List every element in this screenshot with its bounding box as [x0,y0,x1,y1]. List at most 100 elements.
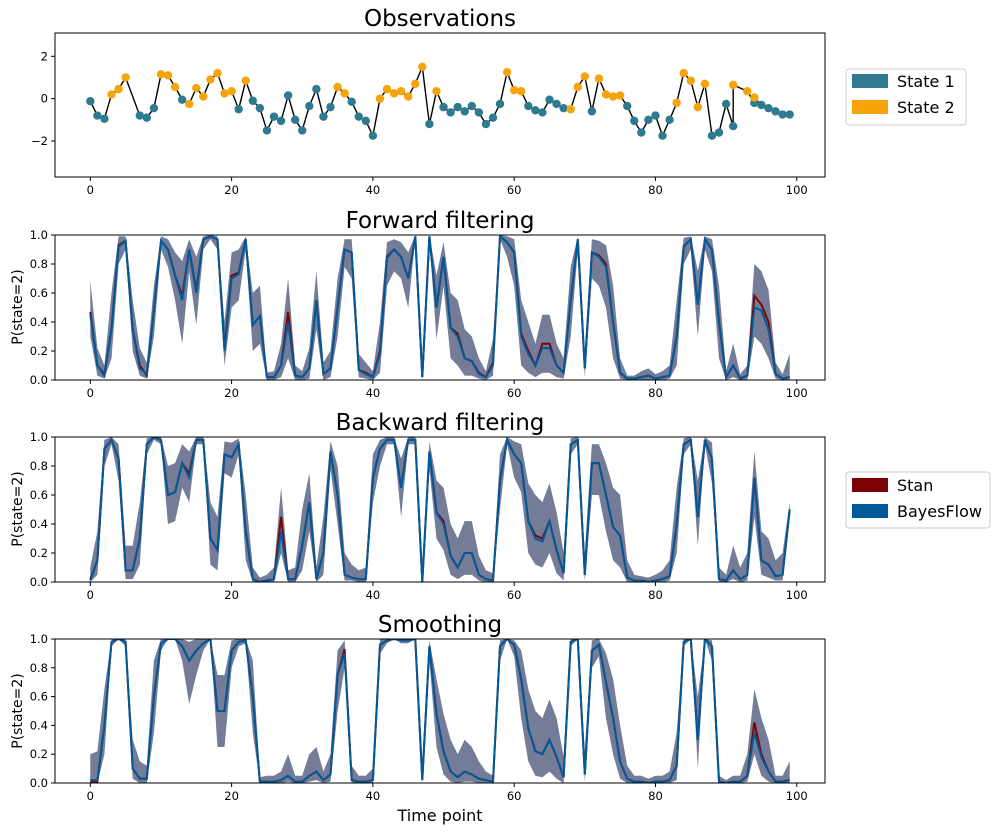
data-point-state1 [495,99,505,109]
plot-area: 0 20 40 60 80 100 −2 0 2 [31,32,826,197]
x-tick-label: 20 [224,588,239,602]
data-point-state1 [298,126,307,135]
y-axis-label: P(state=2) [10,673,26,748]
y-tick-label: 0.8 [30,257,48,271]
data-point-state1 [623,101,632,111]
stan-credible-band [90,639,790,783]
plot-content [89,235,790,380]
data-point-state1 [728,121,738,131]
data-point-state2 [199,92,208,101]
data-point-state1 [86,96,95,106]
data-point-state2 [396,87,406,96]
data-point-state2 [340,89,349,98]
data-point-state2 [517,87,526,96]
data-point-state2 [170,82,180,92]
data-point-state1 [326,102,335,112]
data-point-state1 [714,128,724,137]
data-point-state1 [481,119,491,129]
bayesflow-series-line [89,437,791,582]
data-point-state2 [693,102,703,112]
data-point-state1 [177,95,187,104]
data-point-state1 [474,108,484,117]
data-point-state1 [707,131,717,140]
data-point-state2 [594,74,604,83]
data-point-state1 [439,102,448,112]
y-tick-label: 0.4 [30,718,48,732]
panel-backward-filtering: Backward filtering 0 20 40 60 80 100 0.0 0.2 0.4… [10,410,991,602]
data-point-state1 [460,107,469,116]
data-point-state1 [778,110,787,119]
stan-credible-band [90,437,790,582]
data-point-state1 [538,108,547,117]
x-tick-label: 40 [366,386,381,400]
panel-title: Observations [364,6,516,32]
x-tick-label: 0 [87,386,94,400]
x-tick-label: 60 [507,588,522,602]
data-point-state1 [354,112,363,121]
data-point-state2 [686,76,695,85]
state-trajectory-line [89,64,790,138]
data-point-state1 [785,110,794,119]
stan-credible-band [90,235,790,380]
data-point-state2 [502,67,512,77]
y-axis-label: P(state=2) [10,471,26,546]
data-point-state2 [580,72,590,81]
data-point-state1 [637,128,646,137]
x-tick-label: 100 [786,789,808,803]
data-point-state2 [432,87,441,96]
y-tick-label: 1.0 [30,430,48,444]
data-point-state2 [382,84,392,94]
y-tick-label: 0.8 [30,661,48,675]
data-point-state1 [135,111,144,120]
data-point-state1 [453,102,462,112]
x-tick-label: 100 [786,588,808,602]
x-axis-label: Time point [396,806,482,825]
data-point-state2 [333,82,342,92]
y-tick-label: 0 [41,92,48,106]
data-point-state2 [375,94,385,103]
data-point-state2 [404,92,413,101]
y-tick-label: −2 [31,134,48,148]
data-point-state1 [149,103,159,113]
x-tick-label: 80 [648,386,663,400]
panel-smoothing: Smoothing 0 20 40 60 80 100 0.0 0.2 0.4 0.6 0.8 1.0… [10,612,826,825]
data-point-state1 [665,115,674,125]
data-point-state1 [262,126,272,135]
data-point-state2 [418,62,427,72]
data-point-state1 [142,113,152,122]
data-point-state1 [587,107,597,116]
data-point-state1 [524,101,533,111]
legend-label-bayesflow: BayesFlow [897,502,982,521]
data-point-state2 [743,87,752,96]
x-tick-label: 60 [507,183,522,197]
panel-title: Backward filtering [336,410,545,436]
y-tick-label: 2 [41,49,48,63]
data-point-state2 [566,105,575,114]
data-point-state2 [192,83,201,93]
data-point-state1 [319,112,328,121]
data-point-state2 [227,87,236,96]
x-tick-label: 80 [648,183,663,197]
legend: Stan BayesFlow [845,471,991,529]
y-tick-label: 1.0 [30,632,48,646]
y-tick-label: 0.8 [30,459,48,473]
bayesflow-series-line [90,639,790,783]
axes-frame [54,234,826,381]
y-axis-label: P(state=2) [10,269,26,344]
y-tick-label: 0.6 [30,690,48,704]
data-point-state1 [446,108,455,117]
data-point-state1 [552,99,561,109]
data-point-state1 [531,106,540,115]
x-tick-label: 0 [87,183,94,197]
y-tick-label: 0.0 [30,373,48,387]
data-point-state1 [234,105,243,114]
data-point-state2 [114,84,123,94]
data-point-state1 [721,99,731,109]
plot-content [89,437,791,582]
y-tick-label: 0.0 [30,776,48,790]
data-point-state2 [750,93,759,102]
data-point-state2 [672,98,681,108]
y-tick-label: 0.4 [30,315,48,329]
legend: State 1 State 2 [845,68,967,126]
